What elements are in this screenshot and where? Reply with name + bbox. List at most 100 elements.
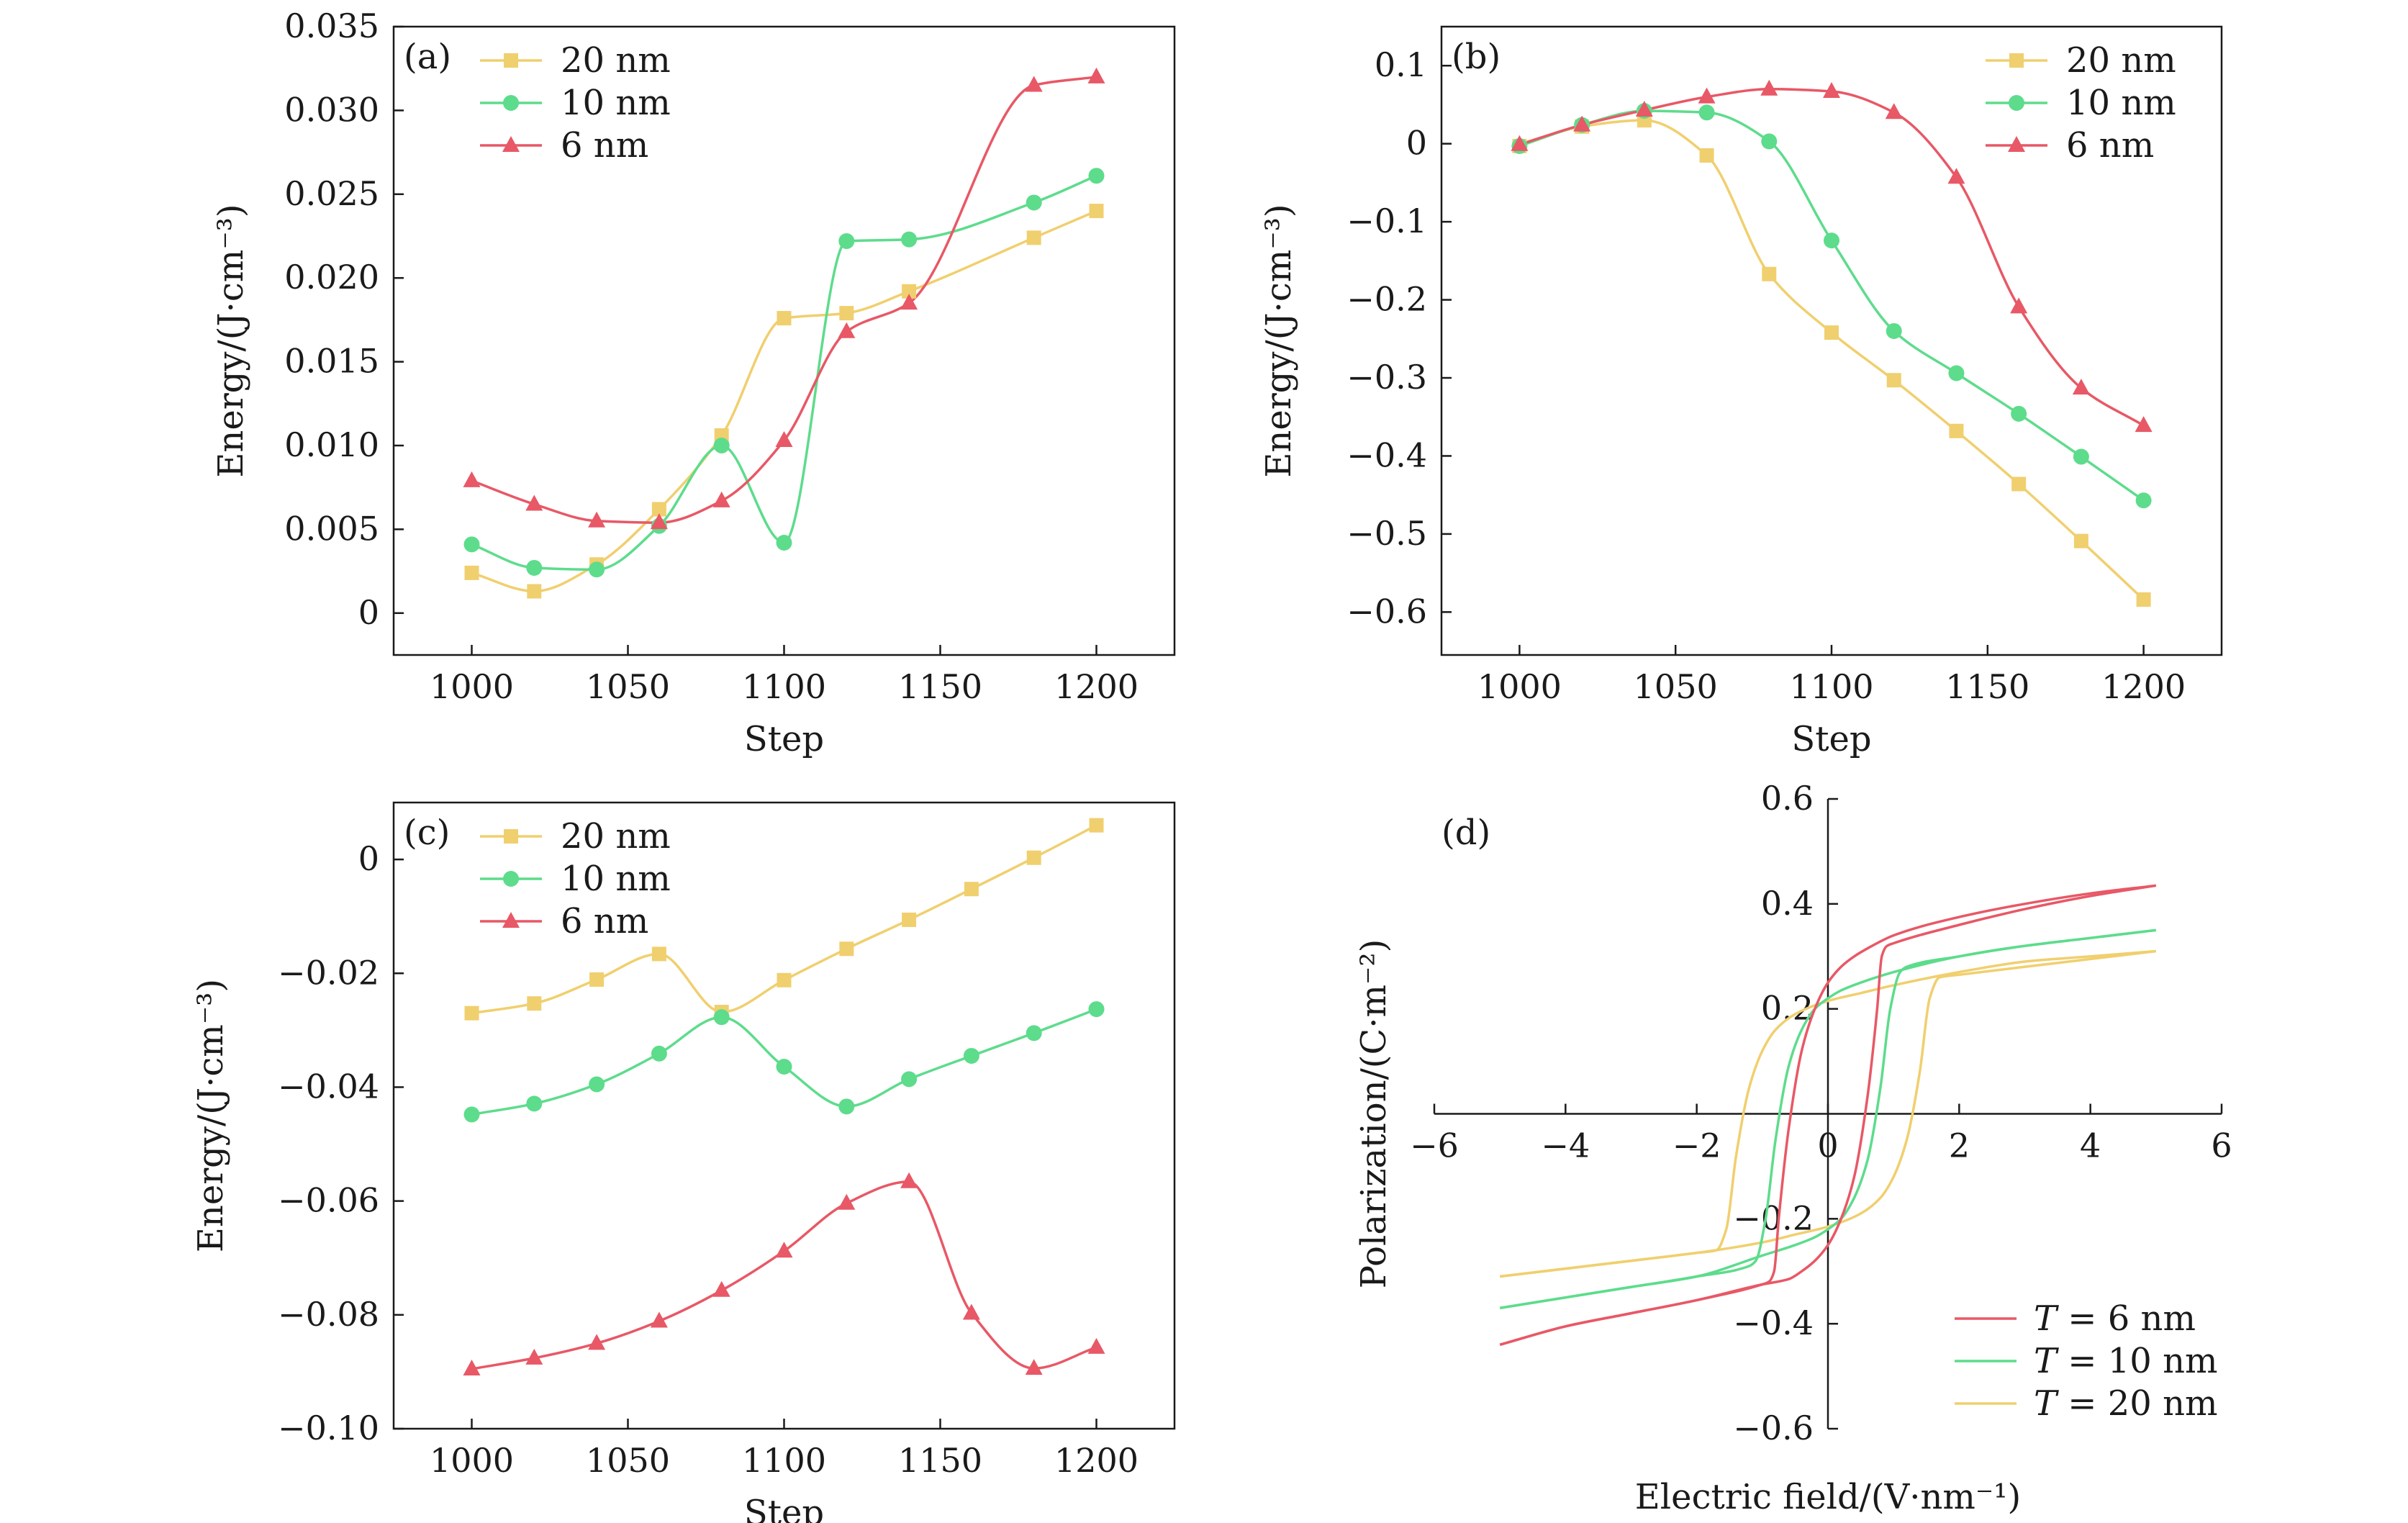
data-point-triangle (1698, 87, 1716, 104)
panel-label: (a) (404, 37, 451, 77)
legend-label: T = 10 nm (2034, 1341, 2218, 1381)
data-point-circle (526, 1095, 543, 1112)
x-tick-label: 4 (2080, 1126, 2101, 1165)
data-point-triangle (900, 1172, 918, 1188)
y-tick-label: −0.06 (278, 1181, 379, 1220)
panel-d: −6 −4 −2 0 2 4 6−0.6−0.4−0.20.20.40.6Electric … (1354, 779, 2232, 1517)
data-point-circle (463, 1106, 480, 1123)
data-point-square (777, 972, 792, 988)
x-tick-label: 1000 (430, 1441, 514, 1480)
y-tick-label: −0.10 (278, 1409, 379, 1447)
legend-item: T = 10 nm (1955, 1341, 2218, 1381)
data-point-triangle (525, 1348, 543, 1365)
x-tick-label: 2 (1949, 1126, 1970, 1165)
data-point-circle (2011, 405, 2027, 422)
data-point-circle (1824, 232, 1839, 249)
data-point-triangle (900, 294, 918, 310)
data-point-triangle (1087, 1337, 1105, 1354)
x-axis-label: Step (744, 719, 824, 759)
data-point-triangle (588, 1334, 606, 1350)
legend-label-symbol: T (2034, 1298, 2059, 1339)
legend-item: 20 nm (480, 40, 671, 81)
y-tick-label: 0.025 (284, 174, 379, 213)
x-tick-label: −4 (1541, 1126, 1590, 1165)
data-point-circle (651, 1045, 667, 1062)
data-point-triangle (1511, 135, 1529, 151)
x-tick-label: 1100 (742, 667, 826, 706)
y-axis-label: Energy/(J·cm⁻³) (191, 979, 231, 1252)
x-tick-label: −6 (1410, 1126, 1459, 1165)
data-point-triangle (838, 1193, 856, 1210)
data-point-triangle (1760, 79, 1778, 96)
data-point-triangle (2072, 379, 2090, 395)
legend-item: 6 nm (480, 125, 648, 166)
legend-marker-triangle (502, 912, 520, 928)
y-tick-label: 0.4 (1761, 884, 1814, 923)
y-tick-label: −0.2 (1733, 1198, 1814, 1237)
data-point-square (527, 996, 542, 1011)
series-line-10nm (1518, 109, 2145, 502)
data-point-triangle (962, 1303, 980, 1320)
legend-item: 10 nm (480, 83, 671, 123)
data-point-square (1026, 230, 1041, 245)
data-point-triangle (2010, 297, 2028, 314)
y-tick-label: −0.02 (278, 953, 379, 992)
legend-item: 10 nm (480, 859, 671, 899)
y-tick-label: 0.030 (284, 90, 379, 129)
data-point-square (902, 284, 917, 299)
y-tick-label: 0.6 (1761, 779, 1814, 818)
y-tick-label: −0.04 (278, 1067, 379, 1106)
x-tick-label: 1200 (1054, 1441, 1139, 1480)
legend-item: 20 nm (480, 816, 671, 857)
panel-a: 1000 1050 1100 1150 1200 0 0.005 0.010 0.015 0.02… (211, 6, 1176, 759)
data-point-square (651, 946, 666, 962)
data-point-square (1026, 850, 1041, 865)
legend-label-symbol: T (2034, 1383, 2059, 1424)
x-tick-label: 1150 (898, 1441, 982, 1480)
data-point-square (1824, 325, 1839, 340)
data-point-triangle (1885, 103, 1903, 119)
legend-marker-square (504, 829, 518, 844)
x-tick-label: 1150 (898, 667, 982, 706)
hysteresis-lower-branch (1499, 884, 2157, 1346)
data-point-circle (1948, 365, 1965, 381)
y-tick-label: 0 (358, 593, 379, 632)
data-point-square (839, 941, 854, 957)
data-point-square (464, 1005, 479, 1021)
legend-marker-circle (2009, 95, 2024, 111)
x-tick-label: 1050 (586, 667, 670, 706)
y-tick-label: 0.1 (1375, 45, 1427, 84)
data-point-square (651, 502, 666, 517)
x-tick-label: 1100 (1789, 667, 1873, 706)
panel-b: 1000 1050 1100 1150 1200 −0.6 −0.5 −0.4 −0.3 −0.2… (1259, 25, 2223, 759)
data-point-circle (1088, 168, 1105, 184)
series-line-20nm (1518, 119, 2145, 601)
panel-c: 1000 1050 1100 1150 1200 −0.10 −0.08 −0.06 −0.04… (191, 801, 1176, 1523)
data-point-triangle (1087, 67, 1105, 83)
y-tick-label: −0.6 (1733, 1409, 1814, 1447)
data-point-triangle (650, 1311, 668, 1328)
legend-label: 6 nm (2066, 125, 2154, 166)
data-point-square (1089, 818, 1104, 833)
data-point-square (1089, 204, 1104, 219)
legend-label: T = 20 nm (2034, 1383, 2218, 1424)
series-line-6nm (1518, 88, 2145, 427)
data-point-circle (776, 535, 792, 551)
panel-label: (b) (1452, 37, 1501, 77)
data-point-triangle (712, 491, 730, 507)
data-point-circle (1698, 104, 1715, 121)
data-point-triangle (588, 511, 606, 528)
data-point-triangle (1823, 82, 1840, 99)
data-point-triangle (463, 471, 481, 487)
y-tick-label: −0.08 (278, 1295, 379, 1334)
series-line-6nm (471, 1180, 1097, 1370)
data-point-circle (713, 1009, 730, 1026)
y-tick-label: −0.3 (1346, 358, 1427, 397)
x-tick-label: 1000 (1477, 667, 1562, 706)
data-point-circle (589, 1076, 605, 1093)
y-axis-label: Energy/(J·cm⁻³) (1259, 204, 1299, 477)
hysteresis-lower-branch (1499, 928, 2157, 1310)
data-point-triangle (712, 1280, 730, 1297)
data-point-square (964, 882, 979, 897)
